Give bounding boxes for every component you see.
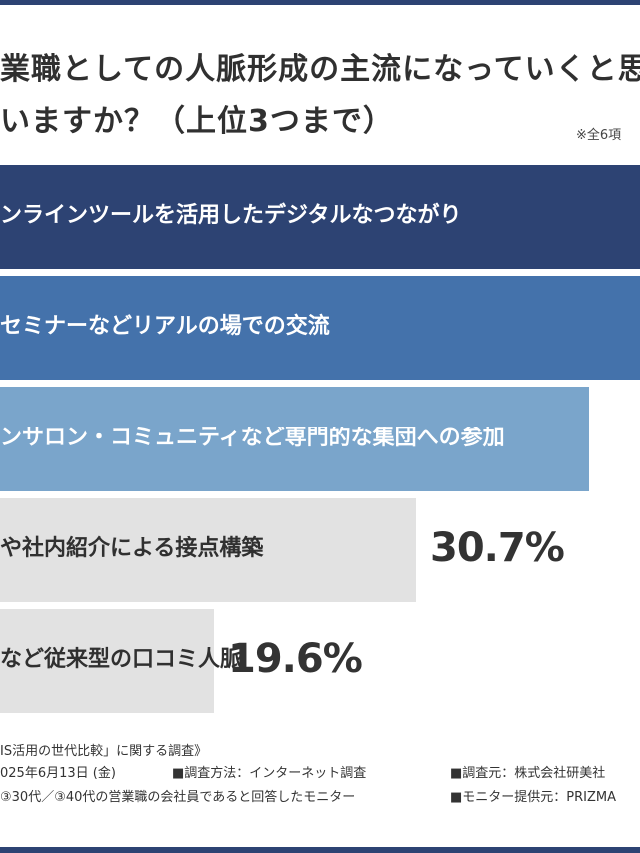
- bar-label-3: ンサロン・コミュニティなど専門的な集団への参加: [0, 425, 505, 450]
- bar-label-4: や社内紹介による接点構築: [0, 536, 264, 561]
- footer-survey-title: IS活用の世代比較」に関する調査》: [0, 744, 208, 759]
- top-rule: [0, 0, 640, 5]
- bar-label-1: ンラインツールを活用したデジタルなつながり: [0, 203, 462, 228]
- bar-chart: ンラインツールを活用したデジタルなつながり セミナーなどリアルの場での交流ンサロン…: [0, 165, 640, 725]
- bar-value-4: 30.7%: [430, 525, 565, 571]
- bar-5: [0, 609, 214, 713]
- bar-3: [0, 387, 589, 491]
- bottom-rule: [0, 847, 640, 853]
- footer-monitor-provider: ■モニター提供元：PRIZMA: [450, 790, 617, 805]
- bar-4: [0, 498, 416, 602]
- footer-survey-target: ③30代／③40代の営業職の会社員であると回答したモニター: [0, 790, 356, 805]
- footer-survey-org: ■調査元：株式会社研美社: [450, 766, 606, 781]
- footer-survey-method: ■調査方法：インターネット調査: [172, 766, 367, 781]
- question-title-line-1: 業職としての人脈形成の主流になっていくと思: [0, 52, 640, 87]
- bar-value-5: 19.6%: [228, 636, 363, 682]
- bar-label-5: など従来型の口コミ人脈: [0, 647, 243, 672]
- bar-1: [0, 165, 640, 269]
- options-note: ※全6項: [576, 128, 622, 143]
- footer-survey-date: 025年6月13日 (金): [0, 766, 116, 781]
- question-title-line-2: いますか？（上位3つまで）: [0, 104, 394, 139]
- bar-2: [0, 276, 640, 380]
- bar-label-2: セミナーなどリアルの場での交流: [0, 314, 330, 339]
